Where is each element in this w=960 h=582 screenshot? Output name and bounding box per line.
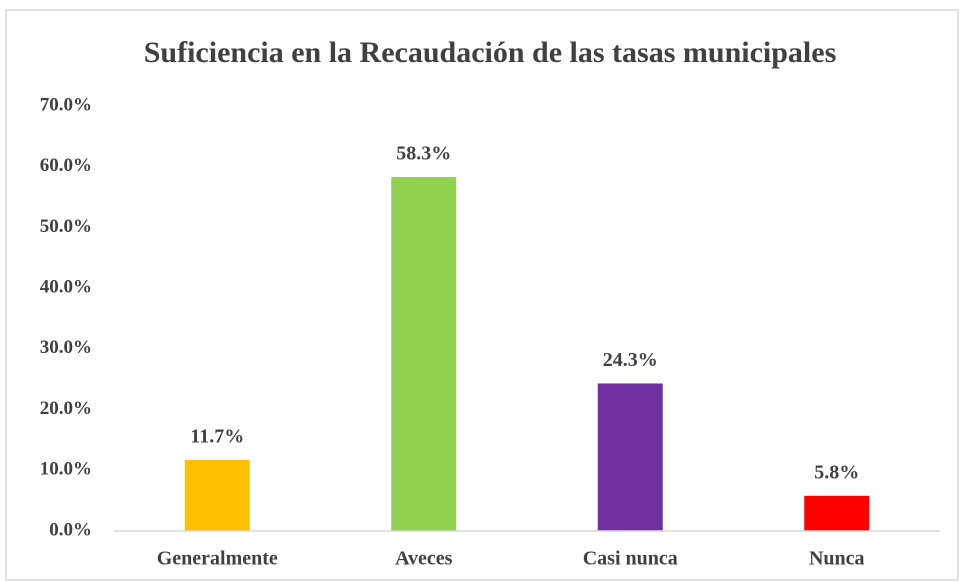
y-tick-label: 40.0% [40, 277, 92, 298]
bar [184, 459, 250, 531]
bar [597, 383, 663, 531]
value-label: 5.8% [814, 461, 859, 483]
chart-title: Suficiencia en la Recaudación de las tas… [144, 36, 837, 69]
y-tick-label: 50.0% [40, 216, 92, 237]
y-tick-label: 0.0% [49, 519, 92, 540]
y-tick-label: 10.0% [40, 459, 92, 480]
x-tick-label: Aveces [395, 548, 453, 570]
y-tick-label: 60.0% [40, 155, 92, 176]
x-tick-label: Nunca [809, 548, 865, 570]
y-tick-label: 30.0% [40, 337, 92, 358]
x-tick-label: Generalmente [157, 548, 278, 570]
value-label: 58.3% [396, 143, 451, 165]
value-label: 24.3% [603, 349, 658, 371]
y-tick-label: 70.0% [40, 94, 92, 115]
x-tick-label: Casi nunca [583, 548, 678, 570]
y-tick-label: 20.0% [40, 398, 92, 419]
bar [391, 177, 457, 532]
value-label: 11.7% [190, 426, 244, 448]
bar [804, 495, 870, 531]
chart-border [5, 9, 959, 581]
